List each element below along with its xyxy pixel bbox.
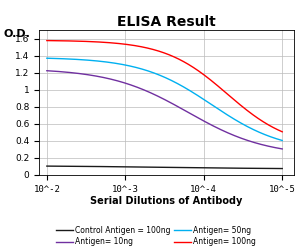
Control Antigen = 100ng [280, 167, 284, 170]
Control Antigen = 100ng [238, 167, 242, 170]
Antigen= 10ng [238, 136, 242, 139]
Text: O.D.: O.D. [3, 29, 30, 39]
Antigen= 100ng [172, 56, 176, 58]
Line: Antigen= 100ng: Antigen= 100ng [47, 40, 282, 132]
Antigen= 100ng [158, 50, 162, 53]
Antigen= 100ng [275, 128, 278, 131]
Antigen= 50ng [238, 121, 242, 124]
Antigen= 10ng [275, 146, 278, 150]
Antigen= 10ng [158, 96, 162, 99]
Antigen= 50ng [275, 137, 278, 140]
Antigen= 50ng [280, 139, 284, 142]
Antigen= 10ng [45, 69, 49, 72]
Antigen= 50ng [45, 57, 49, 60]
Legend: Control Antigen = 100ng, Antigen= 10ng, Antigen= 50ng, Antigen= 100ng: Control Antigen = 100ng, Antigen= 10ng, … [56, 226, 256, 246]
Control Antigen = 100ng [172, 166, 176, 169]
Control Antigen = 100ng [158, 166, 162, 169]
Antigen= 10ng [185, 110, 189, 113]
Line: Antigen= 10ng: Antigen= 10ng [47, 71, 282, 149]
Control Antigen = 100ng [185, 166, 189, 169]
Antigen= 100ng [280, 130, 284, 133]
Antigen= 100ng [45, 39, 49, 42]
Antigen= 10ng [172, 103, 176, 106]
Antigen= 100ng [238, 103, 242, 106]
Antigen= 50ng [185, 88, 189, 90]
Control Antigen = 100ng [45, 164, 49, 168]
Control Antigen = 100ng [275, 167, 278, 170]
Line: Control Antigen = 100ng: Control Antigen = 100ng [47, 166, 282, 168]
Control Antigen = 100ng [157, 166, 160, 169]
Antigen= 100ng [185, 62, 189, 65]
X-axis label: Serial Dilutions of Antibody: Serial Dilutions of Antibody [90, 196, 243, 206]
Antigen= 10ng [280, 148, 284, 150]
Antigen= 50ng [157, 73, 160, 76]
Antigen= 50ng [172, 80, 176, 83]
Antigen= 50ng [158, 74, 162, 77]
Title: ELISA Result: ELISA Result [117, 15, 216, 29]
Antigen= 100ng [157, 50, 160, 52]
Line: Antigen= 50ng: Antigen= 50ng [47, 58, 282, 140]
Antigen= 10ng [157, 95, 160, 98]
